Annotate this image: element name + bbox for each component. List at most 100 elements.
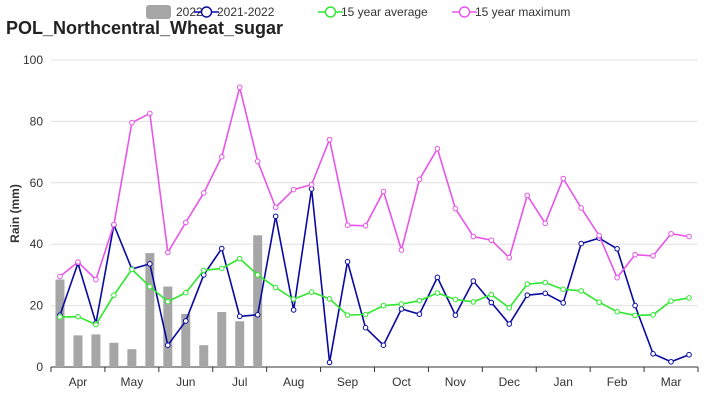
- point-15-year-average: [632, 312, 638, 319]
- point-2021-2022: [254, 312, 261, 318]
- point-15-year-average: [452, 296, 459, 303]
- point-2021-2022: [578, 240, 584, 247]
- point-15-year-average: [542, 279, 549, 286]
- point-15-year-average: [75, 313, 81, 320]
- point-2021-2022: [398, 306, 405, 312]
- point-15-year-maximum: [93, 276, 99, 283]
- point-15-year-maximum: [254, 158, 261, 165]
- point-15-year-maximum: [200, 190, 207, 196]
- point-15-year-maximum: [344, 222, 351, 228]
- series-line-2021-2022: [59, 188, 690, 363]
- legend-marker-15-year-average: [324, 6, 337, 18]
- point-15-year-average: [488, 291, 495, 298]
- x-tick-may: May: [121, 375, 144, 389]
- point-15-year-average: [93, 321, 99, 328]
- point-2021-2022: [524, 292, 531, 298]
- point-15-year-average: [650, 312, 656, 318]
- point-2021-2022: [416, 311, 423, 317]
- x-tick-aug: Aug: [283, 375, 304, 389]
- bar-2022: [163, 286, 173, 367]
- point-15-year-maximum: [578, 205, 584, 211]
- point-15-year-average: [111, 292, 117, 298]
- point-15-year-average: [129, 266, 135, 273]
- point-15-year-average: [380, 302, 387, 309]
- x-tick-mar: Mar: [661, 375, 682, 389]
- point-15-year-maximum: [57, 273, 63, 280]
- point-15-year-maximum: [75, 259, 81, 265]
- point-2021-2022: [470, 278, 477, 284]
- x-tick-oct: Oct: [392, 375, 411, 389]
- y-tick-0: 0: [36, 360, 43, 374]
- bar-2022: [91, 334, 101, 367]
- x-tick-sep: Sep: [337, 375, 359, 389]
- point-15-year-maximum: [147, 110, 153, 117]
- point-15-year-average: [165, 298, 171, 305]
- point-2021-2022: [380, 342, 387, 349]
- point-2021-2022: [632, 302, 638, 309]
- point-15-year-average: [57, 314, 63, 320]
- point-15-year-maximum: [218, 153, 225, 160]
- point-15-year-maximum: [560, 175, 567, 182]
- x-tick-feb: Feb: [607, 375, 628, 389]
- y-tick-60: 60: [30, 176, 44, 190]
- point-2021-2022: [488, 299, 495, 306]
- point-2021-2022: [452, 312, 459, 318]
- bar-2022: [199, 345, 209, 367]
- point-15-year-average: [524, 281, 531, 287]
- x-tick-jan: Jan: [554, 375, 573, 389]
- x-tick-jun: Jun: [176, 375, 195, 389]
- point-2021-2022: [650, 350, 656, 357]
- point-15-year-maximum: [380, 188, 387, 195]
- point-15-year-maximum: [470, 233, 477, 240]
- bars-2022: [55, 235, 263, 367]
- point-2021-2022: [182, 318, 189, 324]
- point-15-year-maximum: [416, 176, 423, 183]
- point-15-year-average: [254, 272, 261, 278]
- point-2021-2022: [560, 300, 567, 306]
- point-2021-2022: [344, 258, 351, 265]
- legend: 2022 2021-2022 15 year average 15 year maxi…: [146, 5, 570, 19]
- point-15-year-average: [614, 308, 620, 315]
- bar-2022: [127, 349, 137, 367]
- point-2021-2022: [290, 307, 297, 313]
- point-15-year-average: [686, 295, 692, 301]
- point-15-year-maximum: [452, 205, 459, 212]
- point-15-year-average: [506, 304, 513, 311]
- point-15-year-maximum: [165, 249, 171, 256]
- y-tick-100: 100: [23, 53, 43, 67]
- x-tick-apr: Apr: [69, 375, 88, 389]
- line-series: [57, 84, 692, 366]
- point-15-year-average: [200, 267, 207, 274]
- legend-label-2021-2022: 2021-2022: [217, 5, 275, 19]
- point-15-year-maximum: [129, 119, 135, 126]
- legend-label-2022: 2022: [176, 5, 203, 19]
- point-2021-2022: [686, 351, 692, 358]
- point-15-year-maximum: [506, 254, 513, 261]
- point-15-year-maximum: [182, 219, 189, 226]
- legend-swatch-2022: [146, 5, 171, 19]
- legend-marker-15-year-maximum: [458, 6, 471, 18]
- bar-2022: [217, 312, 227, 367]
- point-2021-2022: [614, 246, 620, 252]
- point-15-year-average: [218, 265, 225, 272]
- y-tick-20: 20: [30, 299, 44, 313]
- point-15-year-maximum: [524, 192, 531, 199]
- point-2021-2022: [147, 261, 153, 267]
- legend-label-15-year-maximum: 15 year maximum: [475, 5, 570, 19]
- point-15-year-maximum: [488, 237, 495, 244]
- point-15-year-maximum: [632, 251, 638, 258]
- point-15-year-average: [290, 296, 297, 302]
- point-15-year-average: [272, 284, 279, 291]
- bar-2022: [109, 342, 119, 367]
- point-15-year-average: [668, 298, 674, 304]
- point-15-year-average: [434, 290, 441, 296]
- bar-2022: [73, 335, 83, 367]
- point-15-year-maximum: [326, 136, 333, 143]
- point-15-year-maximum: [596, 232, 602, 239]
- point-2021-2022: [272, 213, 279, 220]
- point-2021-2022: [165, 342, 171, 349]
- point-15-year-average: [308, 289, 315, 295]
- point-2021-2022: [668, 358, 674, 365]
- chart-title: POL_Northcentral_Wheat_sugar: [6, 18, 284, 38]
